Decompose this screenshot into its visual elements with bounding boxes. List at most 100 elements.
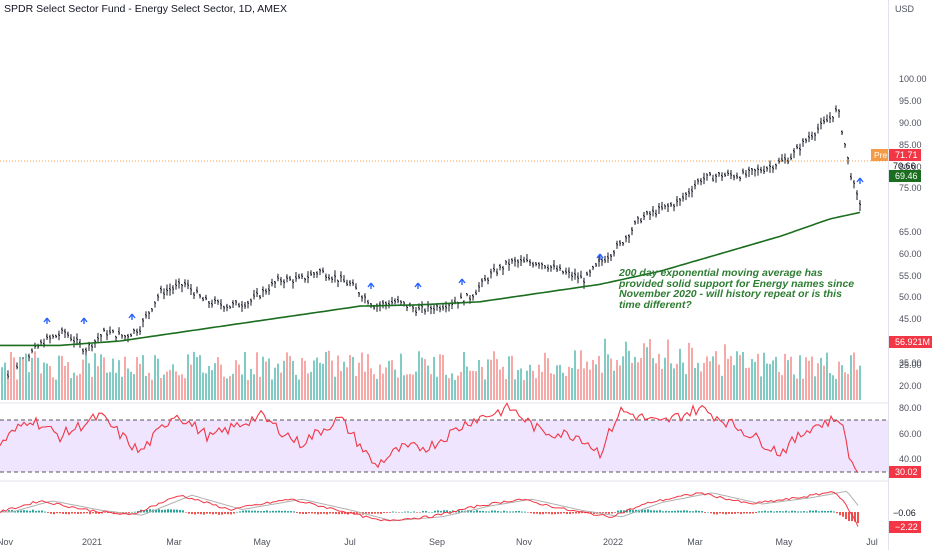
volume-bar	[292, 360, 294, 400]
volume-bar	[529, 364, 531, 400]
volume-bar	[538, 364, 540, 400]
macd-histogram-bar	[512, 511, 514, 513]
volume-bar	[19, 356, 21, 400]
macd-histogram-bar	[782, 511, 784, 513]
macd-histogram-bar	[350, 512, 352, 514]
volume-bar	[412, 374, 414, 400]
volume-bar	[421, 357, 423, 400]
volume-bar	[154, 355, 156, 400]
volume-bar	[418, 351, 420, 400]
macd-histogram-bar	[41, 510, 43, 513]
volume-bar	[682, 362, 684, 400]
volume-bar	[409, 373, 411, 400]
support-arrow-icon	[596, 253, 604, 260]
macd-histogram-bar	[131, 511, 133, 513]
volume-bar	[265, 361, 267, 400]
rsi-line	[0, 402, 859, 474]
chart-canvas[interactable]	[0, 0, 888, 550]
volume-bar	[853, 352, 855, 400]
macd-histogram-bar	[80, 512, 82, 514]
macd-histogram-bar	[176, 509, 178, 513]
macd-histogram-bar	[629, 509, 631, 513]
volume-bar	[628, 350, 630, 400]
chart-area[interactable]: SPDR Select Sector Fund - Energy Select …	[0, 0, 888, 550]
volume-bar	[610, 358, 612, 400]
chart-title: SPDR Select Sector Fund - Energy Select …	[4, 3, 288, 15]
volume-bar	[118, 360, 120, 400]
volume-bar	[823, 365, 825, 400]
volume-bar	[328, 350, 330, 400]
macd-histogram-bar	[713, 512, 715, 515]
macd-histogram-bar	[689, 511, 691, 513]
volume-bar	[43, 362, 45, 400]
macd-histogram-bar	[716, 512, 718, 515]
volume-bar	[490, 359, 492, 400]
volume-bar	[544, 352, 546, 400]
volume-bar	[835, 378, 837, 400]
macd-histogram-bar	[650, 510, 652, 513]
macd-histogram-bar	[425, 510, 427, 513]
volume-bar	[847, 373, 849, 400]
macd-histogram-bar	[221, 512, 223, 515]
macd-histogram-bar	[497, 511, 499, 513]
volume-bar	[13, 357, 15, 400]
macd-histogram-bar	[758, 511, 760, 513]
macd-histogram-bar	[662, 511, 664, 513]
macd-histogram-bar	[548, 512, 550, 514]
volume-bar	[22, 359, 24, 400]
volume-bar	[541, 371, 543, 400]
macd-histogram-bar	[800, 511, 802, 513]
support-arrow-icon	[414, 282, 422, 289]
volume-bar	[85, 355, 87, 400]
volume-bar	[580, 350, 582, 400]
volume-bar	[352, 356, 354, 400]
macd-histogram-bar	[377, 512, 379, 514]
macd-histogram-bar	[251, 510, 253, 513]
volume-bar	[790, 356, 792, 400]
volume-bar	[643, 343, 645, 400]
macd-histogram-bar	[827, 510, 829, 513]
volume-bar	[76, 375, 78, 400]
macd-histogram-bar	[848, 512, 850, 522]
macd-histogram-bar	[86, 512, 88, 514]
volume-bar	[850, 355, 852, 400]
macd-histogram-bar	[677, 510, 679, 513]
macd-histogram-bar	[170, 509, 172, 513]
macd-histogram-bar	[173, 509, 175, 513]
volume-bar	[838, 361, 840, 400]
volume-bar	[229, 376, 231, 400]
macd-histogram-bar	[257, 510, 259, 513]
macd-histogram-bar	[311, 512, 313, 514]
volume-bar	[844, 372, 846, 400]
macd-histogram-bar	[266, 510, 268, 513]
macd-histogram-bar	[740, 512, 742, 515]
macd-histogram-bar	[503, 510, 505, 513]
volume-bar	[502, 366, 504, 400]
price-tick-label: 95.00	[899, 96, 922, 107]
volume-bar	[751, 359, 753, 400]
macd-histogram-bar	[326, 512, 328, 515]
price-tick-label: 65.00	[899, 227, 922, 237]
macd-histogram-bar	[206, 512, 208, 514]
macd-histogram-bar	[692, 511, 694, 513]
macd-histogram-bar	[572, 512, 574, 514]
time-axis-label: May	[253, 537, 271, 547]
macd-histogram-bar	[797, 511, 799, 513]
volume-bar	[571, 368, 573, 400]
volume-bar	[382, 373, 384, 400]
volume-bar	[199, 355, 201, 400]
volume-bar	[190, 364, 192, 400]
macd-histogram-bar	[722, 512, 724, 514]
volume-bar	[436, 376, 438, 400]
volume-bar	[829, 372, 831, 400]
macd-histogram-bar	[209, 512, 211, 514]
volume-bar	[223, 376, 225, 400]
volume-tick-label: 25.00	[899, 359, 922, 370]
volume-bar	[424, 359, 426, 400]
chart-annotation: 200 day exponential moving average has p…	[619, 267, 855, 311]
macd-histogram-bar	[71, 512, 73, 514]
macd-histogram-bar	[653, 510, 655, 513]
macd-histogram-bar	[641, 509, 643, 513]
price-axis[interactable]: USD 100.00 95.00 90.00 85.00 80.00 75.00 65.00…	[888, 0, 932, 550]
macd-histogram-bar	[704, 512, 706, 513]
